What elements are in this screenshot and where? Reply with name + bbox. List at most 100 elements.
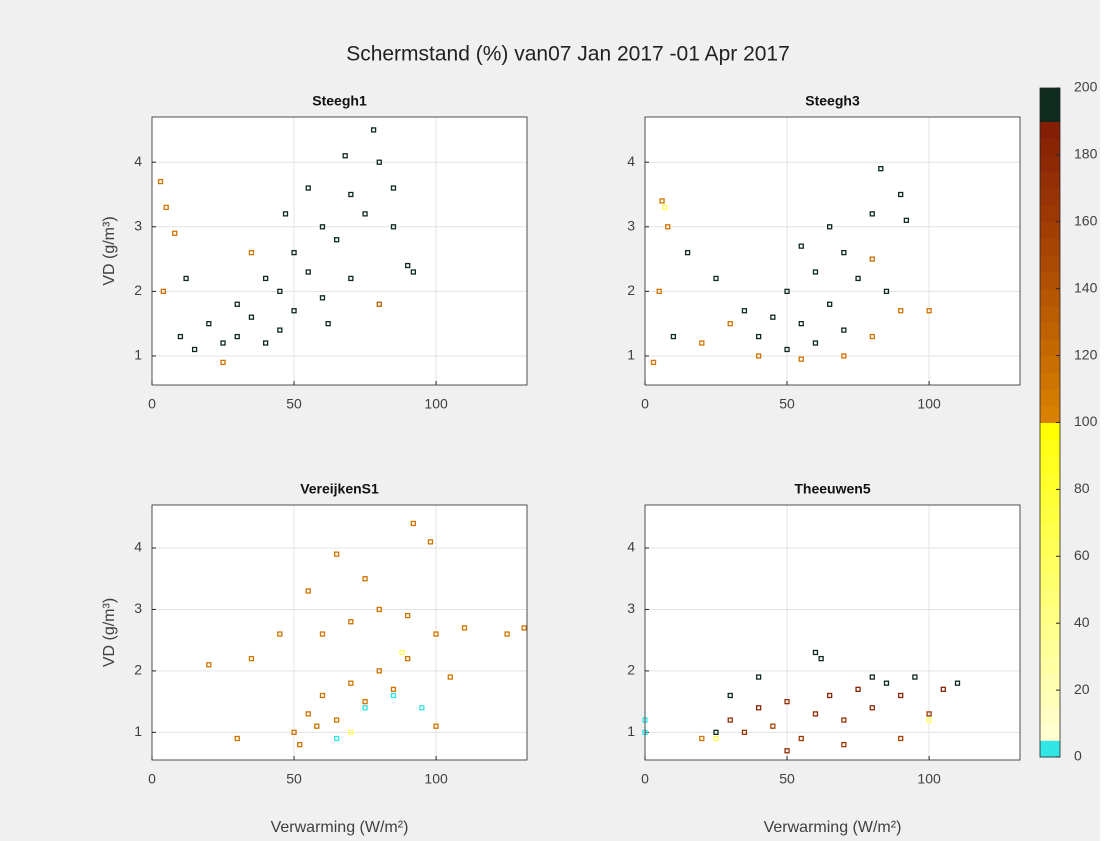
- point: [376, 301, 382, 307]
- point: [903, 217, 910, 223]
- point: [784, 698, 790, 705]
- colorbar-segment: [1040, 439, 1060, 457]
- point: [291, 308, 297, 314]
- point: [841, 717, 847, 723]
- point: [841, 741, 847, 748]
- point: [798, 735, 804, 742]
- point: [325, 321, 331, 327]
- point: [684, 249, 691, 256]
- point: [348, 680, 354, 686]
- colorbar-segment: [1040, 455, 1060, 474]
- point: [206, 662, 212, 668]
- point: [713, 729, 719, 735]
- point: [940, 686, 946, 692]
- colorbar-tick-label: 0: [1074, 748, 1082, 764]
- x-tick-label: 0: [148, 771, 156, 787]
- point: [177, 333, 184, 340]
- y-tick-label: 4: [627, 153, 635, 169]
- point: [770, 723, 776, 729]
- point: [869, 333, 875, 340]
- axes-background: [152, 505, 527, 760]
- point: [399, 649, 405, 656]
- point: [898, 692, 904, 699]
- x-tick-label: 0: [641, 396, 649, 412]
- point: [433, 723, 439, 729]
- point: [869, 211, 875, 217]
- y-tick-label: 3: [134, 600, 142, 616]
- point: [334, 551, 340, 557]
- point: [248, 249, 255, 256]
- point: [277, 327, 283, 333]
- point: [504, 631, 510, 637]
- point: [926, 717, 932, 723]
- colorbar-segment: [1040, 121, 1060, 139]
- colorbar-segment: [1040, 255, 1060, 273]
- colorbar-segment: [1040, 389, 1060, 407]
- point: [234, 735, 240, 742]
- colorbar-segment: [1040, 372, 1060, 390]
- point: [277, 288, 283, 295]
- point: [410, 520, 417, 527]
- colorbar-segment: [1040, 740, 1060, 758]
- x-tick-label: 100: [424, 396, 448, 412]
- colorbar-segment: [1040, 522, 1060, 541]
- x-tick-label: 0: [641, 771, 649, 787]
- colorbar-segment: [1040, 221, 1060, 240]
- axes-background: [645, 505, 1020, 760]
- colorbar-segment: [1040, 589, 1060, 607]
- colorbar-segment: [1040, 405, 1060, 423]
- colorbar-segment: [1040, 104, 1060, 122]
- point: [841, 249, 847, 256]
- y-tick-label: 1: [627, 723, 635, 739]
- point: [305, 185, 311, 191]
- points: [157, 127, 417, 366]
- colorbar-segment: [1040, 690, 1060, 708]
- colorbar-segment: [1040, 556, 1060, 574]
- colorbar-segment: [1040, 188, 1060, 206]
- point: [784, 748, 790, 754]
- point: [305, 269, 311, 275]
- axes-background: [152, 117, 527, 385]
- colorbar-tick-label: 20: [1074, 681, 1090, 697]
- point: [291, 729, 297, 735]
- point: [713, 735, 719, 742]
- point: [348, 275, 354, 282]
- colorbar-segment: [1040, 422, 1060, 440]
- colorbar-tick-label: 40: [1074, 614, 1090, 630]
- colorbar-tick-label: 180: [1074, 146, 1098, 162]
- point: [362, 698, 368, 705]
- point: [262, 275, 269, 282]
- colorbar-tick-label: 140: [1074, 279, 1098, 295]
- point: [248, 655, 255, 662]
- point: [662, 204, 668, 211]
- point: [334, 717, 340, 723]
- y-tick-label: 3: [627, 217, 635, 233]
- point: [784, 288, 790, 295]
- point: [841, 327, 847, 333]
- point: [869, 705, 875, 711]
- point: [954, 680, 961, 686]
- point: [770, 314, 776, 320]
- point: [818, 655, 824, 662]
- point: [390, 185, 397, 191]
- point: [855, 275, 861, 282]
- point: [390, 692, 397, 699]
- point: [348, 729, 354, 735]
- point: [319, 692, 326, 699]
- colorbar-segment: [1040, 673, 1060, 691]
- point: [419, 705, 425, 711]
- colorbar-segment: [1040, 606, 1060, 624]
- point: [898, 191, 904, 198]
- y-tick-label: 1: [134, 723, 142, 739]
- y-tick-label: 2: [627, 662, 635, 678]
- point: [334, 237, 340, 243]
- colorbar-segment: [1040, 472, 1060, 490]
- colorbar-segment: [1040, 154, 1060, 173]
- axes-background: [645, 117, 1020, 385]
- x-tick-label: 50: [779, 396, 795, 412]
- point: [427, 539, 434, 545]
- y-tick-label: 2: [627, 282, 635, 298]
- x-tick-label: 50: [286, 396, 302, 412]
- x-tick-label: 50: [779, 771, 795, 787]
